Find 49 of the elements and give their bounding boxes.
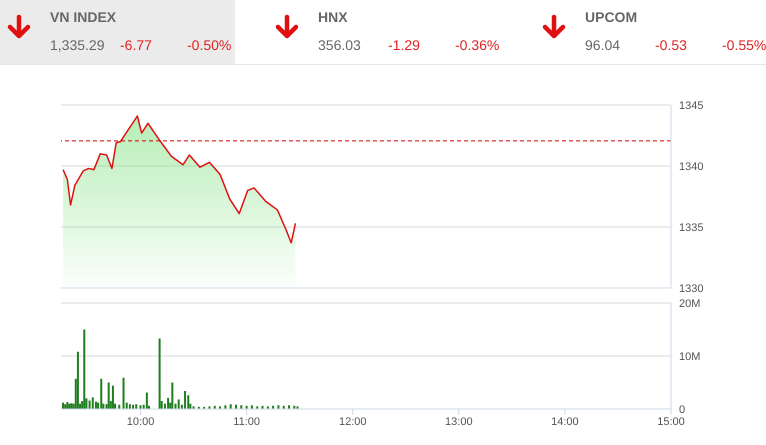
y-tick-label: 1345	[679, 100, 704, 112]
y-tick-label: 1340	[679, 160, 704, 173]
text: -6.77	[120, 37, 152, 53]
y-tick-label: 10M	[679, 350, 700, 363]
text: -0.36%	[455, 37, 500, 53]
text: 96.04	[585, 37, 620, 53]
bar	[128, 404, 131, 409]
bar	[171, 382, 174, 409]
bar	[230, 404, 232, 409]
x-tick-label: 15:00	[657, 416, 685, 428]
bar	[108, 382, 110, 409]
bar	[135, 404, 138, 409]
bar	[184, 390, 186, 409]
text: UPCOM	[585, 9, 638, 25]
bar	[167, 398, 170, 409]
bar	[88, 400, 91, 409]
bar	[158, 338, 161, 409]
x-tick-label: 13:00	[445, 416, 473, 428]
bar	[64, 404, 66, 409]
bar	[122, 378, 125, 409]
x-tick-label: 12:00	[338, 416, 367, 428]
text: -0.53	[655, 37, 687, 53]
bar	[100, 378, 102, 409]
y-tick-label: 1335	[679, 222, 704, 234]
x-tick-label: 11:00	[233, 416, 260, 428]
bar	[83, 330, 86, 409]
text: -0.50%	[187, 37, 232, 53]
x-tick-label: 14:00	[551, 416, 579, 428]
bar	[68, 404, 70, 409]
text: HNX	[318, 9, 348, 25]
y-tick-label: 0	[679, 404, 686, 416]
text: 356.03	[318, 37, 361, 53]
bar	[66, 402, 68, 409]
bar	[92, 397, 94, 409]
y-tick-label: 20M	[679, 298, 700, 310]
bar	[94, 402, 97, 409]
bar	[76, 352, 79, 409]
bar	[187, 395, 190, 409]
bar	[62, 402, 64, 409]
text: -0.55%	[722, 37, 766, 53]
text: 1,335.29	[50, 37, 104, 53]
bar	[70, 403, 73, 409]
bar	[146, 392, 148, 409]
bar	[178, 399, 180, 409]
text: -1.29	[388, 37, 420, 53]
x-tick-label: 10:00	[126, 416, 154, 428]
bar	[112, 386, 114, 409]
text: VN INDEX	[50, 9, 116, 25]
y-tick-label: 1330	[679, 282, 704, 295]
